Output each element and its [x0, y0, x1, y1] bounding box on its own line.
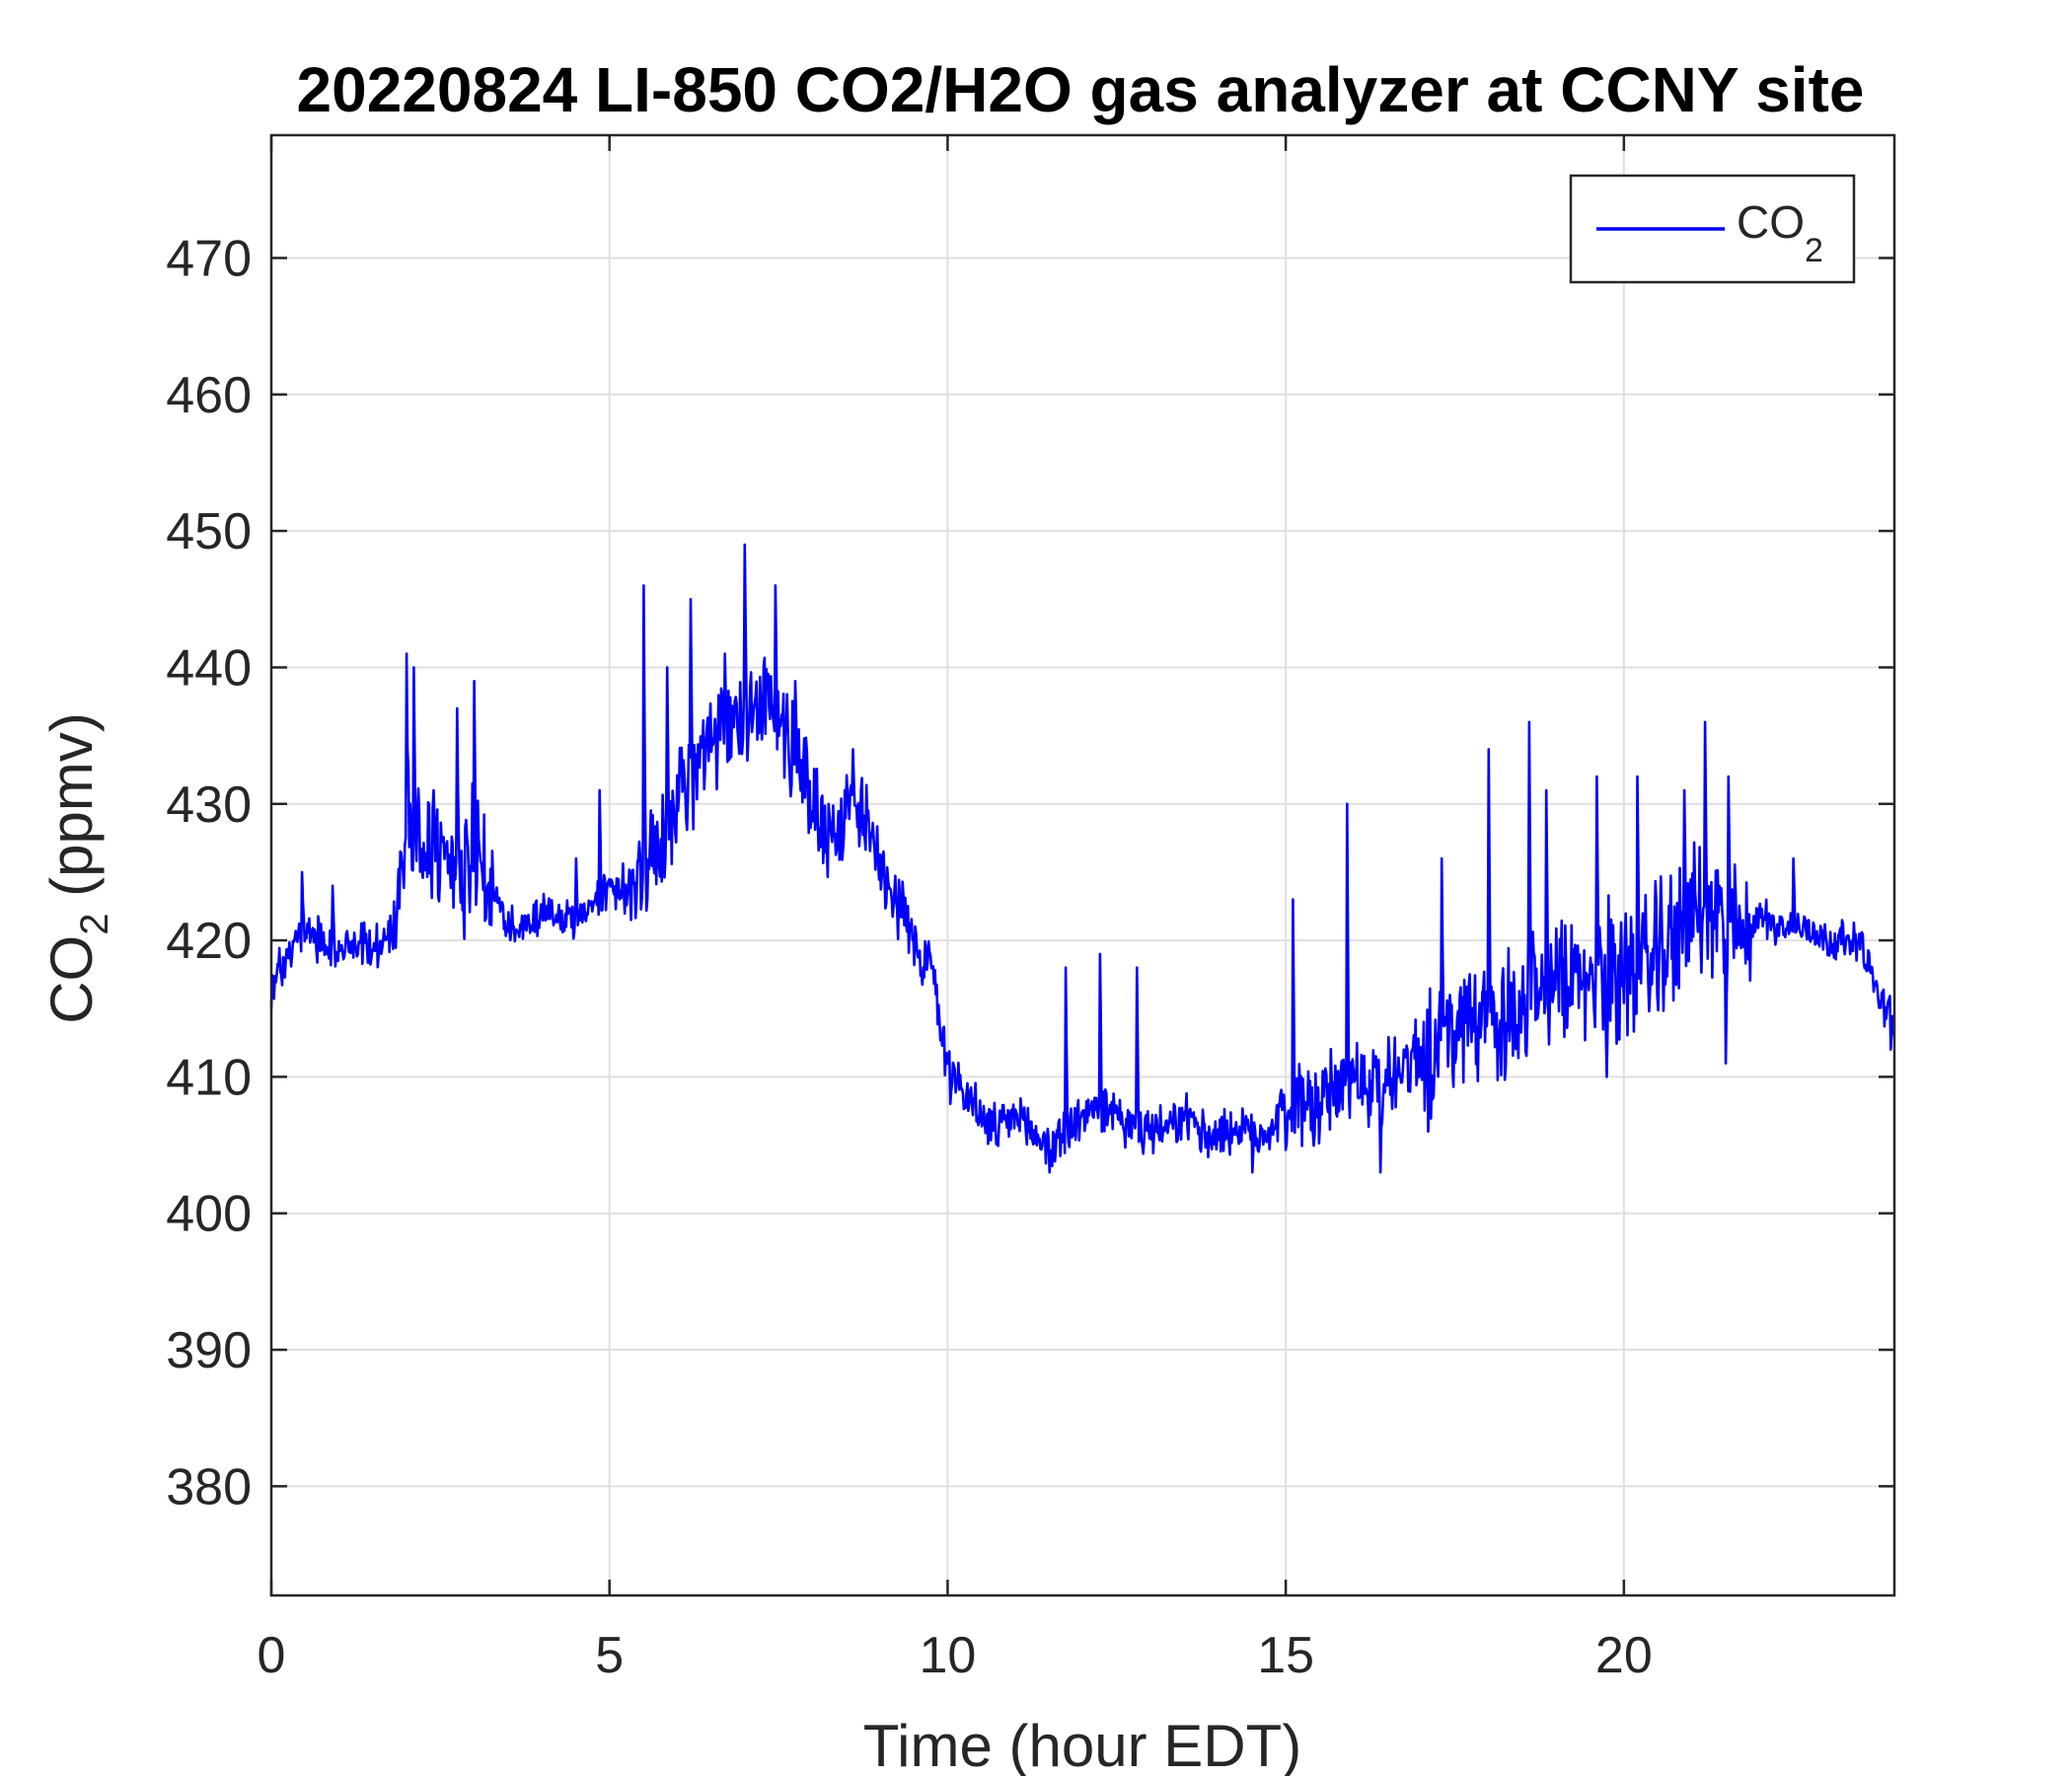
x-tick-label: 5: [595, 1627, 624, 1684]
legend-entry-label: CO2: [1737, 196, 1823, 269]
chart-title: 20220824 LI-850 CO2/H2O gas analyzer at …: [297, 54, 1865, 125]
y-tick-label: 440: [166, 639, 252, 697]
y-tick-label: 460: [166, 367, 252, 424]
series-layer: [269, 543, 1896, 1174]
co2-series-line: [269, 543, 1896, 1174]
y-axis-label-subscript: 2: [73, 914, 116, 935]
y-tick-label: 420: [166, 913, 252, 970]
x-axis-label: Time (hour EDT): [863, 1713, 1302, 1776]
y-tick-label: 450: [166, 503, 252, 560]
y-axis-label-main: CO: [38, 935, 105, 1024]
x-tick-label: 0: [258, 1627, 286, 1684]
x-tick-label: 15: [1257, 1627, 1314, 1684]
y-tick-label: 390: [166, 1322, 252, 1379]
y-axis-tick-labels: 380 390 400 410 420 430 440 450 460 470: [166, 230, 252, 1516]
legend-entry-main: CO: [1737, 196, 1805, 248]
x-axis-tick-labels: 0 5 10 15 20: [258, 1627, 1653, 1684]
y-tick-label: 400: [166, 1186, 252, 1243]
axes-box: [269, 133, 1896, 1597]
y-tick-label: 430: [166, 777, 252, 834]
plot-area: [271, 135, 1894, 1595]
legend: CO2: [1569, 174, 1856, 284]
y-tick-label: 410: [166, 1049, 252, 1106]
y-axis-label: CO2 (ppmv): [38, 712, 116, 1024]
y-tick-label: 380: [166, 1458, 252, 1516]
x-tick-label: 10: [919, 1627, 976, 1684]
x-tick-label: 20: [1595, 1627, 1653, 1684]
tick-marks: [269, 135, 1894, 1595]
legend-entry-subscript: 2: [1805, 232, 1823, 269]
y-axis-label-suffix: (ppmv): [38, 712, 105, 913]
y-tick-label: 470: [166, 230, 252, 287]
